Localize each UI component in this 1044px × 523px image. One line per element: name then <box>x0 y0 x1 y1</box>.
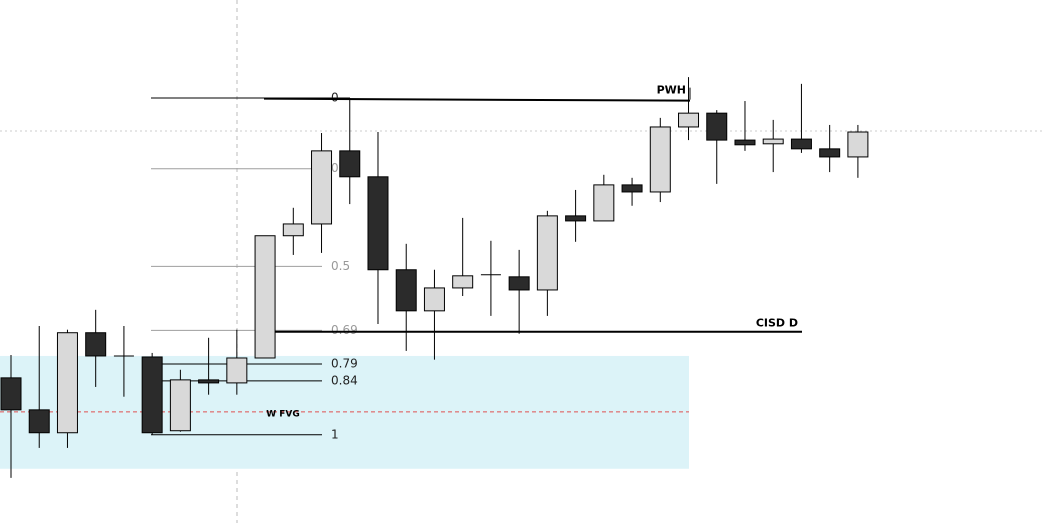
candle-body <box>28 409 50 434</box>
candle-body <box>734 139 756 146</box>
candle-body <box>254 235 276 359</box>
candle-body <box>226 357 248 384</box>
candle-body <box>169 379 191 432</box>
candle-body <box>762 138 784 145</box>
candle-body <box>847 131 869 158</box>
candle-body <box>819 148 841 158</box>
candle-body <box>423 287 445 312</box>
candle-body <box>593 184 615 222</box>
fvg-label: W FVG <box>266 409 300 419</box>
candle-body <box>536 215 558 291</box>
candle-body <box>85 332 107 357</box>
candle-body <box>395 269 417 312</box>
fvg-zone <box>0 355 689 469</box>
candle-body <box>282 223 304 237</box>
candle-body <box>565 215 587 222</box>
candle-body <box>508 276 530 291</box>
candle-body <box>367 176 389 271</box>
candle-body <box>678 112 700 128</box>
candle-body <box>339 150 361 178</box>
fib-label: 0.69 <box>331 323 358 337</box>
fib-label: 0.84 <box>331 373 358 387</box>
candle-body <box>621 184 643 193</box>
candle-body <box>198 379 220 384</box>
fib-label: 0 <box>331 90 339 104</box>
cisd-label: CISD D <box>756 317 798 330</box>
candle-body <box>649 126 671 193</box>
fib-label: 1 <box>331 427 339 441</box>
fib-label: 0.79 <box>331 357 358 371</box>
candle-body <box>706 112 728 141</box>
pwh-label: PWH <box>657 84 686 97</box>
candle-body <box>141 356 163 434</box>
candle-body <box>56 332 78 434</box>
candle-body <box>311 150 333 225</box>
pwh-line <box>263 97 691 102</box>
candle-body <box>790 138 812 150</box>
candle-body <box>452 275 474 289</box>
candle-body <box>0 377 22 411</box>
fib-label: 0.5 <box>331 259 350 273</box>
